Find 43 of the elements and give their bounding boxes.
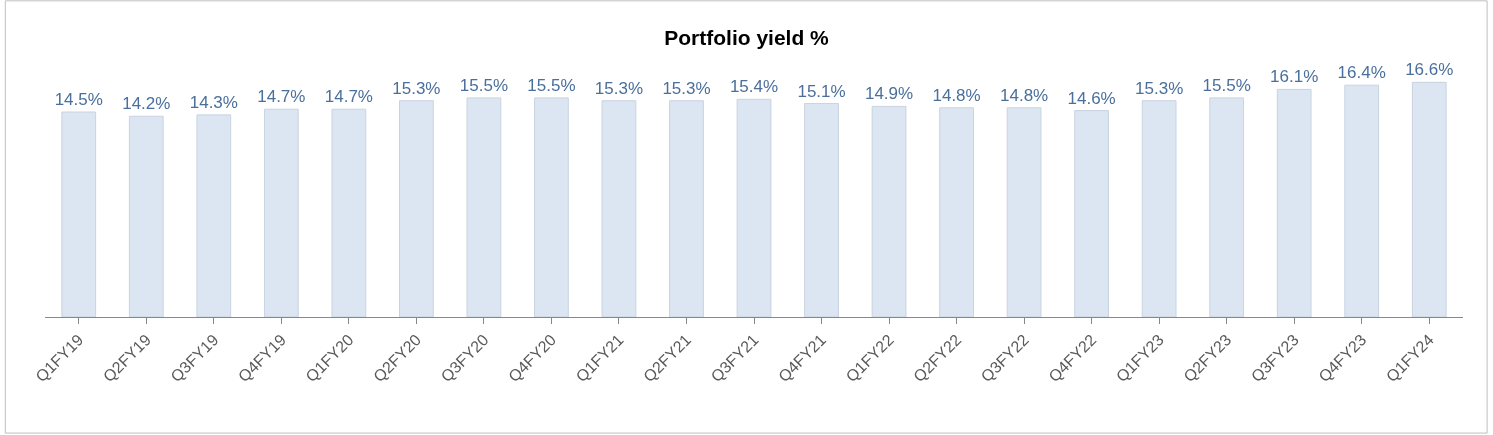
bar [1344,84,1380,317]
bar [399,100,434,317]
data-label: 14.3% [189,92,238,112]
bar [534,97,569,317]
data-label: 16.6% [1405,60,1454,80]
data-label: 15.5% [1202,75,1251,95]
bar [61,111,97,317]
data-label: 15.1% [797,81,846,101]
bar [128,115,164,317]
bar [1209,97,1245,317]
bar [1276,88,1312,317]
bar [871,105,907,317]
bar [939,107,974,317]
bar [466,97,502,317]
data-label: 15.3% [392,78,441,98]
bar [263,108,299,317]
data-label: 15.3% [1135,78,1184,98]
data-label: 15.5% [459,75,509,95]
data-label: 14.8% [932,85,981,105]
bar [196,114,232,317]
data-label: 14.7% [257,87,306,107]
data-label: 15.3% [594,78,644,98]
bar [669,100,704,317]
bar [804,103,839,317]
data-label: 14.5% [54,90,103,110]
data-label: 14.2% [122,94,171,114]
bar [1074,110,1109,317]
bar [1411,81,1447,317]
data-label: 15.5% [527,75,576,95]
data-label: 14.7% [324,87,373,107]
data-label: 15.4% [729,77,779,97]
data-label: 16.1% [1270,67,1319,87]
data-label: 14.9% [864,84,914,104]
bar [1006,107,1042,317]
bar [331,108,367,317]
bar [1141,100,1177,317]
data-label: 14.6% [1067,88,1116,108]
data-label: 14.8% [999,85,1049,105]
bar [601,100,637,317]
data-label: 15.3% [662,78,711,98]
data-label: 16.4% [1337,63,1386,83]
bar [736,98,772,317]
chart-title: Portfolio yield % [664,26,830,50]
